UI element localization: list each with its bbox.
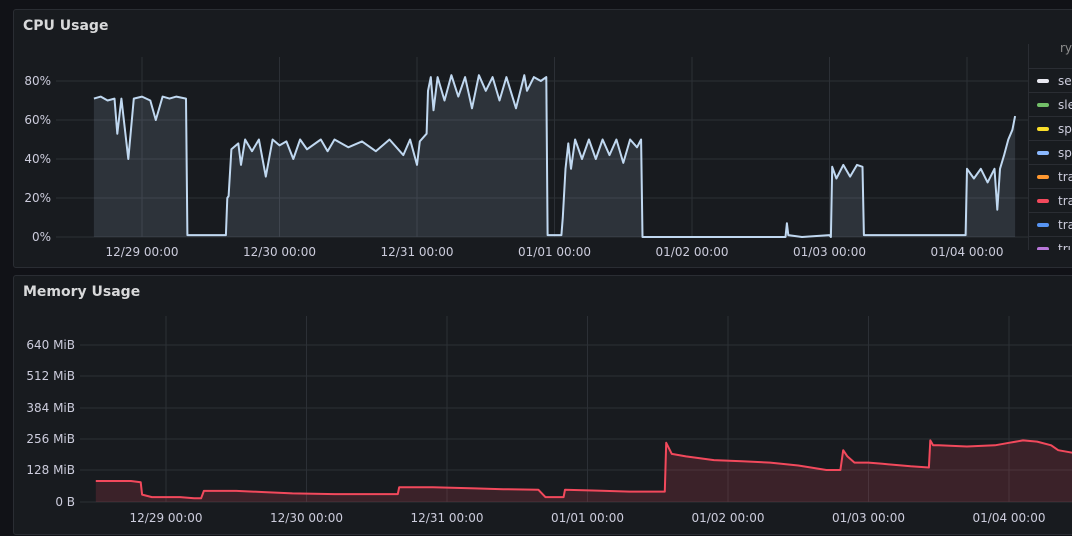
series-line[interactable] (95, 342, 1072, 500)
legend-swatch (1037, 79, 1049, 83)
y-tick-label: 384 MiB (26, 401, 75, 415)
legend-swatch (1037, 151, 1049, 155)
x-tick-label: 01/02 00:00 (656, 245, 729, 259)
legend-item[interactable]: sle (1029, 92, 1072, 117)
x-tick-label: 12/29 00:00 (106, 245, 179, 259)
legend-item[interactable]: tru (1029, 236, 1072, 250)
legend-item[interactable]: sp (1029, 140, 1072, 165)
legend-item[interactable]: sp (1029, 116, 1072, 141)
x-tick-label: 12/30 00:00 (270, 511, 343, 525)
legend-label: tra (1058, 218, 1072, 232)
x-tick-label: 01/02 00:00 (692, 511, 765, 525)
x-tick-label: 01/03 00:00 (793, 245, 866, 259)
legend-label: sp (1058, 146, 1072, 160)
x-tick-label: 12/31 00:00 (381, 245, 454, 259)
y-tick-label: 512 MiB (26, 369, 75, 383)
x-tick-label: 01/03 00:00 (832, 511, 905, 525)
x-tick-label: 01/04 00:00 (973, 511, 1046, 525)
y-tick-label: 0 B (55, 495, 75, 509)
legend-label: tra (1058, 170, 1072, 184)
cpu-legend: ry se sle sp sp tra tra tra tru (1028, 44, 1072, 250)
legend-label: se (1058, 74, 1072, 88)
series-area (93, 75, 1016, 237)
y-tick-label: 20% (24, 191, 51, 205)
y-tick-label: 0% (32, 230, 51, 244)
legend-label: tra (1058, 194, 1072, 208)
legend-item[interactable]: se (1029, 68, 1072, 93)
legend-item[interactable]: tra (1029, 188, 1072, 213)
cpu-panel-title[interactable]: CPU Usage (23, 18, 109, 34)
memory-usage-panel[interactable]: Memory Usage 640 MiB 512 MiB 384 MiB 256 Mi… (13, 275, 1072, 535)
series-area (95, 440, 1072, 502)
legend-item[interactable]: tra (1029, 212, 1072, 237)
x-tick-label: 01/04 00:00 (931, 245, 1004, 259)
cpu-usage-chart[interactable]: 80% 60% 40% 20% 0% 12/29 00:00 12/30 00:00 12/3… (14, 10, 1072, 267)
y-tick-label: 40% (24, 152, 51, 166)
legend-swatch (1037, 127, 1049, 131)
y-tick-label: 60% (24, 113, 51, 127)
x-tick-label: 01/01 00:00 (551, 511, 624, 525)
memory-usage-chart[interactable]: 640 MiB 512 MiB 384 MiB 256 MiB 128 MiB 0 B 12… (14, 276, 1072, 534)
x-tick-label: 12/31 00:00 (411, 511, 484, 525)
y-tick-label: 640 MiB (26, 338, 75, 352)
y-tick-label: 128 MiB (26, 463, 75, 477)
x-tick-label: 01/01 00:00 (518, 245, 591, 259)
legend-swatch (1037, 223, 1049, 227)
legend-swatch (1037, 175, 1049, 179)
x-tick-label: 12/29 00:00 (130, 511, 203, 525)
y-tick-label: 80% (24, 74, 51, 88)
cpu-usage-panel[interactable]: CPU Usage 80% 60% 40% 20% 0% 12/29 00:00 12/30… (13, 9, 1072, 268)
legend-item[interactable]: tra (1029, 164, 1072, 189)
x-tick-label: 12/30 00:00 (243, 245, 316, 259)
legend-swatch (1037, 199, 1049, 203)
legend-header-fragment: ry (1060, 44, 1072, 55)
legend-swatch (1037, 103, 1049, 107)
series-line[interactable] (93, 74, 1017, 238)
y-tick-label: 256 MiB (26, 432, 75, 446)
legend-swatch (1037, 247, 1049, 250)
legend-label: tru (1058, 242, 1072, 250)
legend-label: sp (1058, 122, 1072, 136)
legend-label: sle (1058, 98, 1072, 112)
memory-panel-title[interactable]: Memory Usage (23, 284, 141, 300)
